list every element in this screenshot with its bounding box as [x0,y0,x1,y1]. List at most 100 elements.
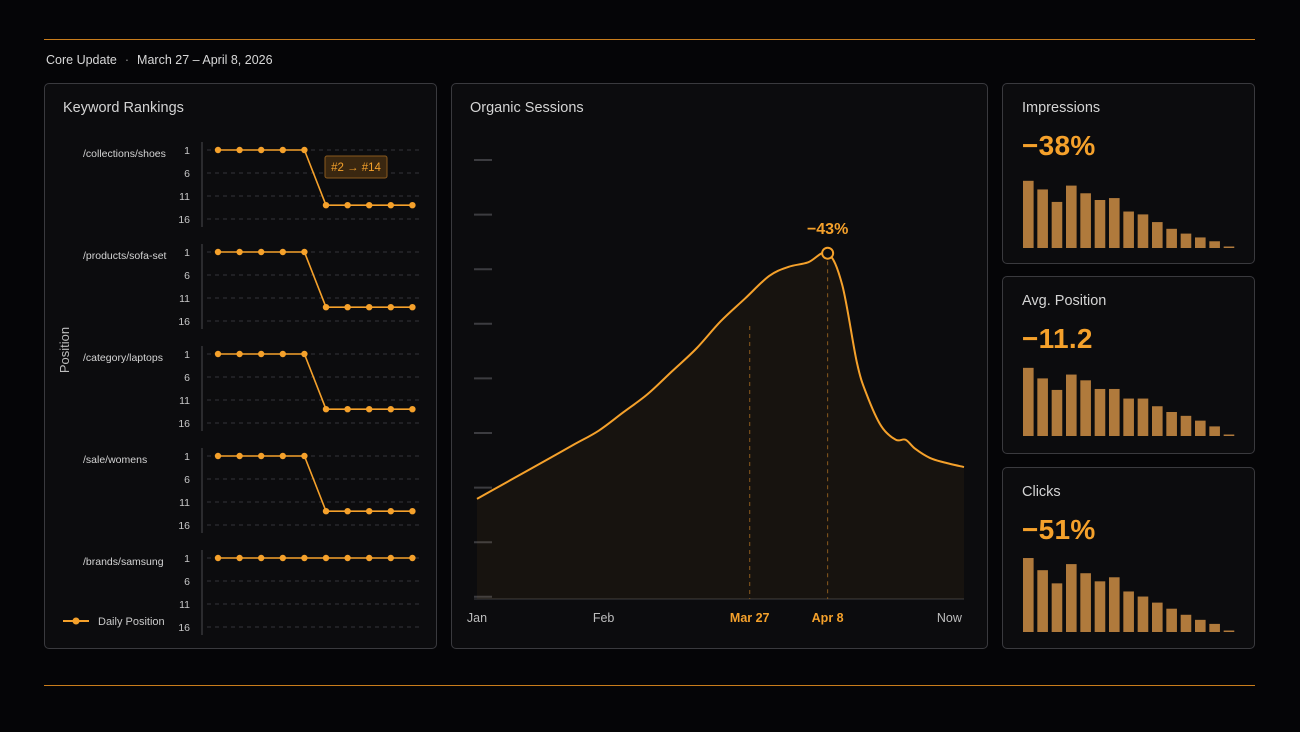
spark-bar [1094,200,1106,248]
tick-label: 6 [184,372,190,384]
spark-bar [1152,602,1163,632]
rank-point [322,508,330,515]
spark-bar [1037,570,1048,632]
rank-point [344,554,351,562]
rank-point [366,554,373,562]
clicks-value: −51% [1022,514,1096,545]
report-title: Core Update [46,53,117,67]
rank-point [344,406,351,413]
tick-label: 1 [184,451,190,463]
rank-point [344,202,351,209]
rank-point [214,248,222,256]
keyword-label: /products/sofa-set [83,250,167,262]
rank-point [236,146,243,154]
spark-bar [1094,581,1106,632]
spark-bar [1109,198,1120,248]
rank-point [214,452,222,460]
rank-point [279,554,286,562]
spark-bar [1137,596,1149,632]
x-axis-label: Mar 27 [730,611,770,625]
clicks-sparkbars [1023,558,1235,632]
spark-bar [1137,214,1149,248]
keyword-rankings-title: Keyword Rankings [63,100,184,116]
rank-point [387,406,394,413]
tick-label: 16 [178,214,190,226]
impressions-card: Impressions −38% [1002,83,1255,264]
rank-point [301,146,308,154]
spark-bar [1080,573,1091,632]
rank-point [236,248,243,256]
impressions-title: Impressions [1022,100,1101,116]
rank-point [301,350,308,358]
rank-point [366,202,373,209]
rank-point [301,554,308,562]
spark-bar [1080,380,1091,436]
clicks-card: Clicks −51% [1002,467,1255,649]
avg-position-card: Avg. Position −11.2 [1002,276,1255,454]
keyword-rank-line [218,353,413,411]
rank-point [214,350,222,358]
keyword-label: /collections/shoes [83,148,166,160]
rank-point [366,304,373,311]
date-range: March 27 – April 8, 2026 [137,53,273,67]
keyword-rankings-panel: Keyword Rankings Position 1 6 11 16/collecti… [44,83,437,649]
rank-point [301,452,308,460]
tick-label: 11 [179,395,190,407]
x-axis-label: Apr 8 [812,611,844,625]
tick-label: 16 [178,622,190,634]
spark-bar [1023,367,1034,436]
spark-bar [1209,241,1220,248]
spark-bar [1180,233,1192,248]
spark-bar [1209,426,1220,436]
rank-point [344,508,351,515]
spark-bar [1066,564,1077,632]
tick-label: 6 [184,474,190,486]
keyword-rank-line [218,251,413,308]
tick-label: 6 [184,168,190,180]
tick-label: 1 [184,247,190,259]
spark-bar [1037,378,1048,436]
avg-position-title: Avg. Position [1022,293,1107,309]
rank-point [322,554,330,562]
rank-point [387,554,394,562]
tick-label: 11 [179,599,190,611]
rank-point [258,146,265,154]
tick-label: 16 [178,418,190,430]
x-axis-label: Feb [593,611,615,625]
spark-bar [1223,434,1235,436]
spark-bar [1166,228,1177,248]
spark-bar [1037,189,1048,248]
rank-point [279,146,286,154]
spark-bar [1195,420,1206,436]
spark-bar [1023,180,1034,248]
rank-point [236,554,243,562]
spark-bar [1051,201,1063,248]
rank-point [258,554,265,562]
spark-bar [1180,415,1192,436]
rank-point [387,304,394,311]
clicks-title: Clicks [1022,484,1061,500]
tick-label: 1 [184,145,190,157]
spark-bar [1109,577,1120,632]
rank-point [409,202,416,209]
tick-label: 16 [178,520,190,532]
rank-point [322,406,330,413]
report-header: Core Update · March 27 – April 8, 2026 [46,53,273,67]
position-axis-label: Position [57,327,72,373]
tick-label: 11 [179,191,190,203]
avg-position-value: −11.2 [1022,323,1093,354]
callout-box [324,155,388,179]
spark-bar [1051,389,1063,436]
rank-point [279,248,286,256]
rank-point [409,508,416,515]
keyword-rank-line [218,149,413,206]
rank-point [409,406,416,413]
tick-label: 16 [178,316,190,328]
spark-bar [1137,398,1149,436]
rank-point [279,452,286,460]
spark-bar [1152,222,1163,248]
impressions-value: −38% [1022,130,1096,161]
rank-point [322,202,330,209]
rank-point [236,350,243,358]
